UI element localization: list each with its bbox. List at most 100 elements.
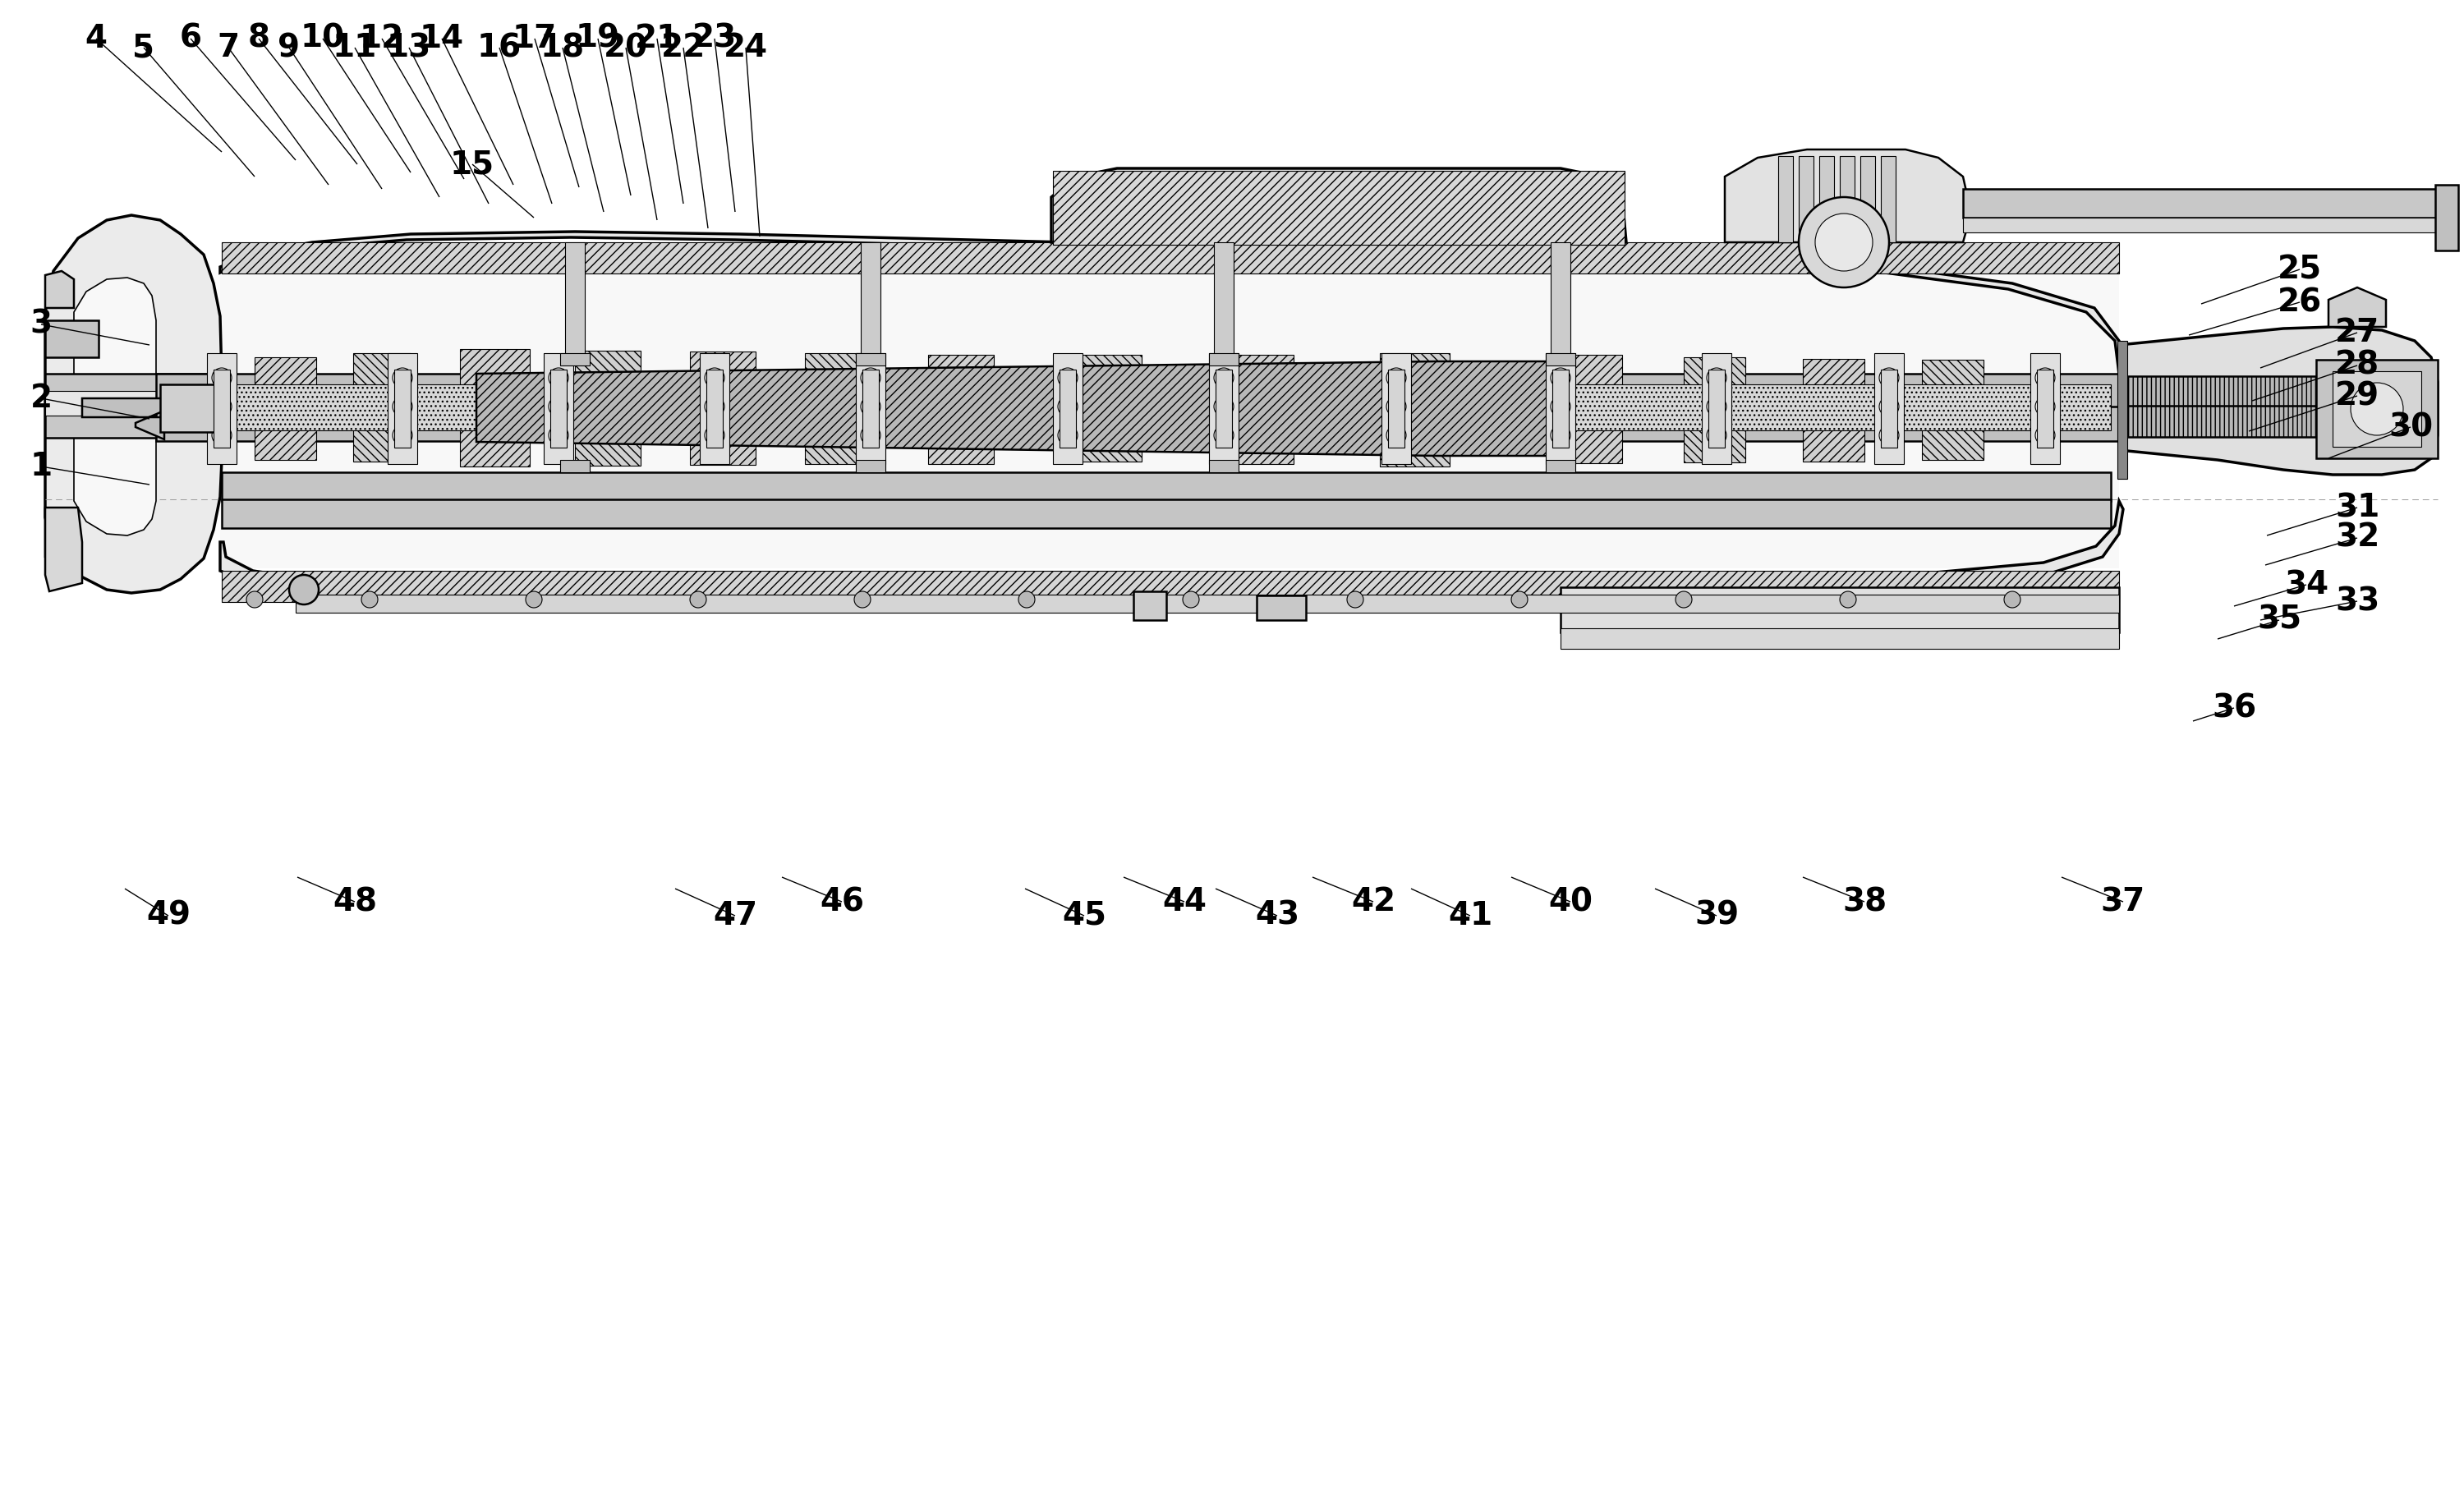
Circle shape	[1018, 591, 1035, 608]
Text: 7: 7	[217, 33, 239, 63]
Bar	[1215, 369, 1232, 448]
Text: 21: 21	[636, 22, 680, 54]
Text: 16: 16	[478, 33, 522, 63]
Circle shape	[1215, 426, 1234, 445]
Bar	[1841, 156, 1855, 243]
Bar	[219, 272, 2119, 569]
Bar	[197, 384, 2112, 430]
Bar	[296, 594, 2119, 612]
Text: 47: 47	[712, 901, 756, 931]
Text: 39: 39	[1695, 901, 1740, 931]
Bar	[461, 348, 530, 466]
Bar	[1133, 591, 1165, 619]
Circle shape	[2035, 426, 2055, 445]
Text: 27: 27	[2336, 317, 2380, 348]
Circle shape	[1348, 591, 1363, 608]
Bar	[1382, 353, 1412, 465]
Bar	[222, 472, 2112, 500]
Bar	[207, 353, 237, 465]
Bar	[929, 354, 993, 465]
Bar	[1550, 243, 1570, 362]
Polygon shape	[44, 216, 222, 593]
Bar	[2333, 371, 2422, 447]
Text: 25: 25	[2277, 253, 2321, 284]
Circle shape	[860, 368, 880, 387]
Circle shape	[860, 396, 880, 417]
Text: 23: 23	[692, 22, 737, 54]
Text: 40: 40	[1547, 886, 1592, 917]
Circle shape	[549, 396, 569, 417]
Circle shape	[392, 368, 411, 387]
Bar	[1210, 353, 1239, 365]
Text: 4: 4	[84, 22, 108, 54]
Circle shape	[2351, 383, 2402, 435]
Text: 20: 20	[604, 33, 648, 63]
Text: 17: 17	[513, 22, 557, 54]
Bar	[855, 353, 885, 465]
Bar	[1880, 156, 1895, 243]
Circle shape	[690, 591, 707, 608]
Bar	[1818, 156, 1833, 243]
Bar	[352, 353, 411, 462]
Circle shape	[1880, 396, 1900, 417]
Bar	[160, 384, 222, 432]
Circle shape	[1676, 591, 1693, 608]
Bar	[44, 415, 222, 438]
Text: 13: 13	[387, 33, 431, 63]
Bar	[2434, 185, 2459, 250]
Circle shape	[212, 396, 232, 417]
Bar	[1225, 354, 1294, 465]
Circle shape	[2035, 396, 2055, 417]
Text: 48: 48	[333, 886, 377, 917]
Circle shape	[392, 426, 411, 445]
Bar	[222, 570, 2119, 602]
Circle shape	[549, 368, 569, 387]
Circle shape	[1708, 426, 1727, 445]
Bar	[1708, 369, 1725, 448]
Text: 22: 22	[660, 33, 705, 63]
Circle shape	[705, 426, 724, 445]
Polygon shape	[81, 399, 165, 439]
Circle shape	[1550, 396, 1570, 417]
Bar	[855, 460, 885, 472]
Bar	[155, 374, 2124, 408]
Bar	[1380, 353, 1449, 466]
Text: 36: 36	[2213, 692, 2257, 724]
Bar	[1875, 353, 1905, 465]
Bar	[1860, 156, 1875, 243]
Circle shape	[1183, 591, 1200, 608]
Circle shape	[392, 396, 411, 417]
Bar	[2117, 341, 2126, 479]
Text: 26: 26	[2277, 286, 2321, 317]
Text: 11: 11	[333, 33, 377, 63]
Bar	[1210, 353, 1239, 465]
Text: 45: 45	[1062, 901, 1106, 931]
Circle shape	[705, 368, 724, 387]
Bar	[1060, 369, 1077, 448]
Text: 38: 38	[1843, 886, 1887, 917]
Text: 43: 43	[1254, 901, 1299, 931]
Circle shape	[362, 591, 377, 608]
Polygon shape	[1725, 149, 1971, 243]
Bar	[1880, 369, 1897, 448]
Bar	[2124, 377, 2434, 408]
Bar	[1210, 460, 1239, 472]
Circle shape	[860, 426, 880, 445]
Bar	[1077, 354, 1141, 462]
Circle shape	[1215, 396, 1234, 417]
Bar	[855, 353, 885, 365]
Bar	[1703, 353, 1732, 465]
Text: 30: 30	[2388, 411, 2432, 442]
Bar	[1052, 353, 1082, 465]
Bar	[1052, 171, 1624, 244]
Polygon shape	[476, 362, 1560, 456]
Bar	[1560, 628, 2119, 649]
Circle shape	[1215, 368, 1234, 387]
Bar	[1545, 353, 1574, 365]
Bar	[254, 357, 315, 460]
Bar	[1560, 354, 1621, 463]
Polygon shape	[44, 509, 74, 558]
Text: 28: 28	[2336, 350, 2380, 381]
Text: 15: 15	[451, 149, 495, 180]
Text: 1: 1	[30, 451, 52, 482]
